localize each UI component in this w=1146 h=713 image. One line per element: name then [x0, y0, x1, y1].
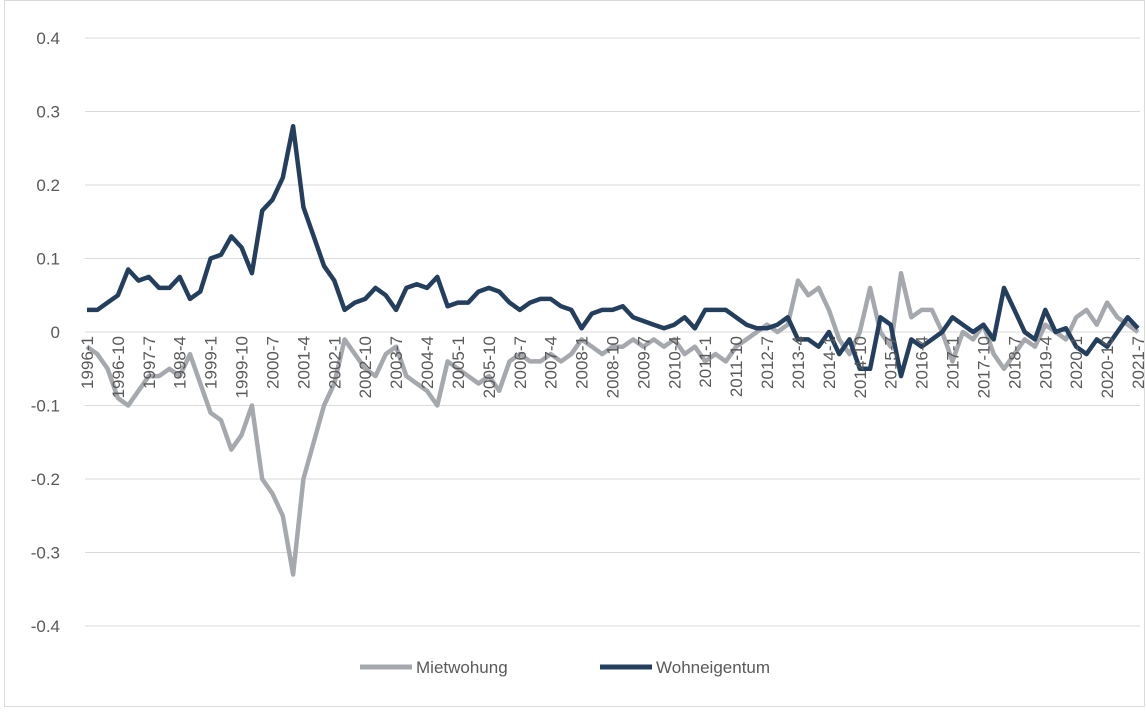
x-tick-label: 2021-7 — [1129, 336, 1146, 389]
x-tick-label: 2000-7 — [263, 336, 282, 389]
x-tick-label: 2011-1 — [696, 336, 715, 388]
x-tick-label: 2014-1 — [820, 336, 839, 389]
x-tick-label: 2018-7 — [1005, 336, 1024, 389]
x-tick-label: 2008-1 — [573, 336, 592, 389]
x-tick-label: 2016-4 — [913, 336, 932, 389]
x-tick-label: 2017-1 — [944, 336, 963, 389]
x-tick-label: 2020-10 — [1098, 336, 1117, 398]
x-tick-label: 1996-10 — [109, 336, 128, 398]
x-tick-label: 2001-4 — [294, 336, 313, 389]
y-tick-label: 0.2 — [36, 176, 60, 195]
y-tick-label: -0.3 — [31, 544, 60, 563]
y-tick-label: 0 — [51, 323, 60, 342]
x-tick-label: 2007-4 — [542, 336, 561, 389]
x-tick-label: 2002-10 — [356, 336, 375, 398]
x-tick-label: 2008-10 — [604, 336, 623, 398]
x-tick-label: 1996-1 — [78, 336, 97, 389]
y-tick-label: 0.4 — [36, 29, 60, 48]
x-tick-label: 2003-7 — [387, 336, 406, 389]
x-tick-label: 2014-10 — [851, 336, 870, 398]
y-tick-label: 0.3 — [36, 103, 60, 122]
x-tick-label: 1997-7 — [140, 336, 159, 389]
series-line — [87, 123, 1140, 379]
x-tick-label: 1999-10 — [233, 336, 252, 398]
x-tick-label: 2010-4 — [665, 336, 684, 389]
x-tick-label: 2015-7 — [882, 336, 901, 389]
legend-label: Mietwohung — [416, 658, 508, 677]
y-tick-label: -0.1 — [31, 397, 60, 416]
legend-label: Wohneigentum — [656, 658, 770, 677]
x-tick-label: 2004-4 — [418, 336, 437, 389]
x-tick-label: 2019-4 — [1036, 336, 1055, 389]
x-tick-label: 2020-1 — [1067, 336, 1086, 389]
x-tick-label: 2005-10 — [480, 336, 499, 398]
x-tick-label: 2005-1 — [449, 336, 468, 389]
x-tick-label: 1999-1 — [202, 336, 221, 389]
x-tick-label: 2012-7 — [758, 336, 777, 389]
x-tick-label: 2009-7 — [634, 336, 653, 389]
y-tick-label: -0.2 — [31, 470, 60, 489]
x-tick-label: 2011-10 — [727, 336, 746, 397]
x-tick-label: 2002-1 — [325, 336, 344, 389]
x-tick-label: 2006-7 — [511, 336, 530, 389]
x-tick-label: 1998-4 — [171, 336, 190, 389]
x-tick-label: 2017-10 — [974, 336, 993, 398]
x-tick-label: 2013-4 — [789, 336, 808, 389]
y-tick-label: -0.4 — [31, 617, 60, 636]
series-line — [85, 270, 1140, 577]
y-tick-label: 0.1 — [36, 250, 60, 269]
